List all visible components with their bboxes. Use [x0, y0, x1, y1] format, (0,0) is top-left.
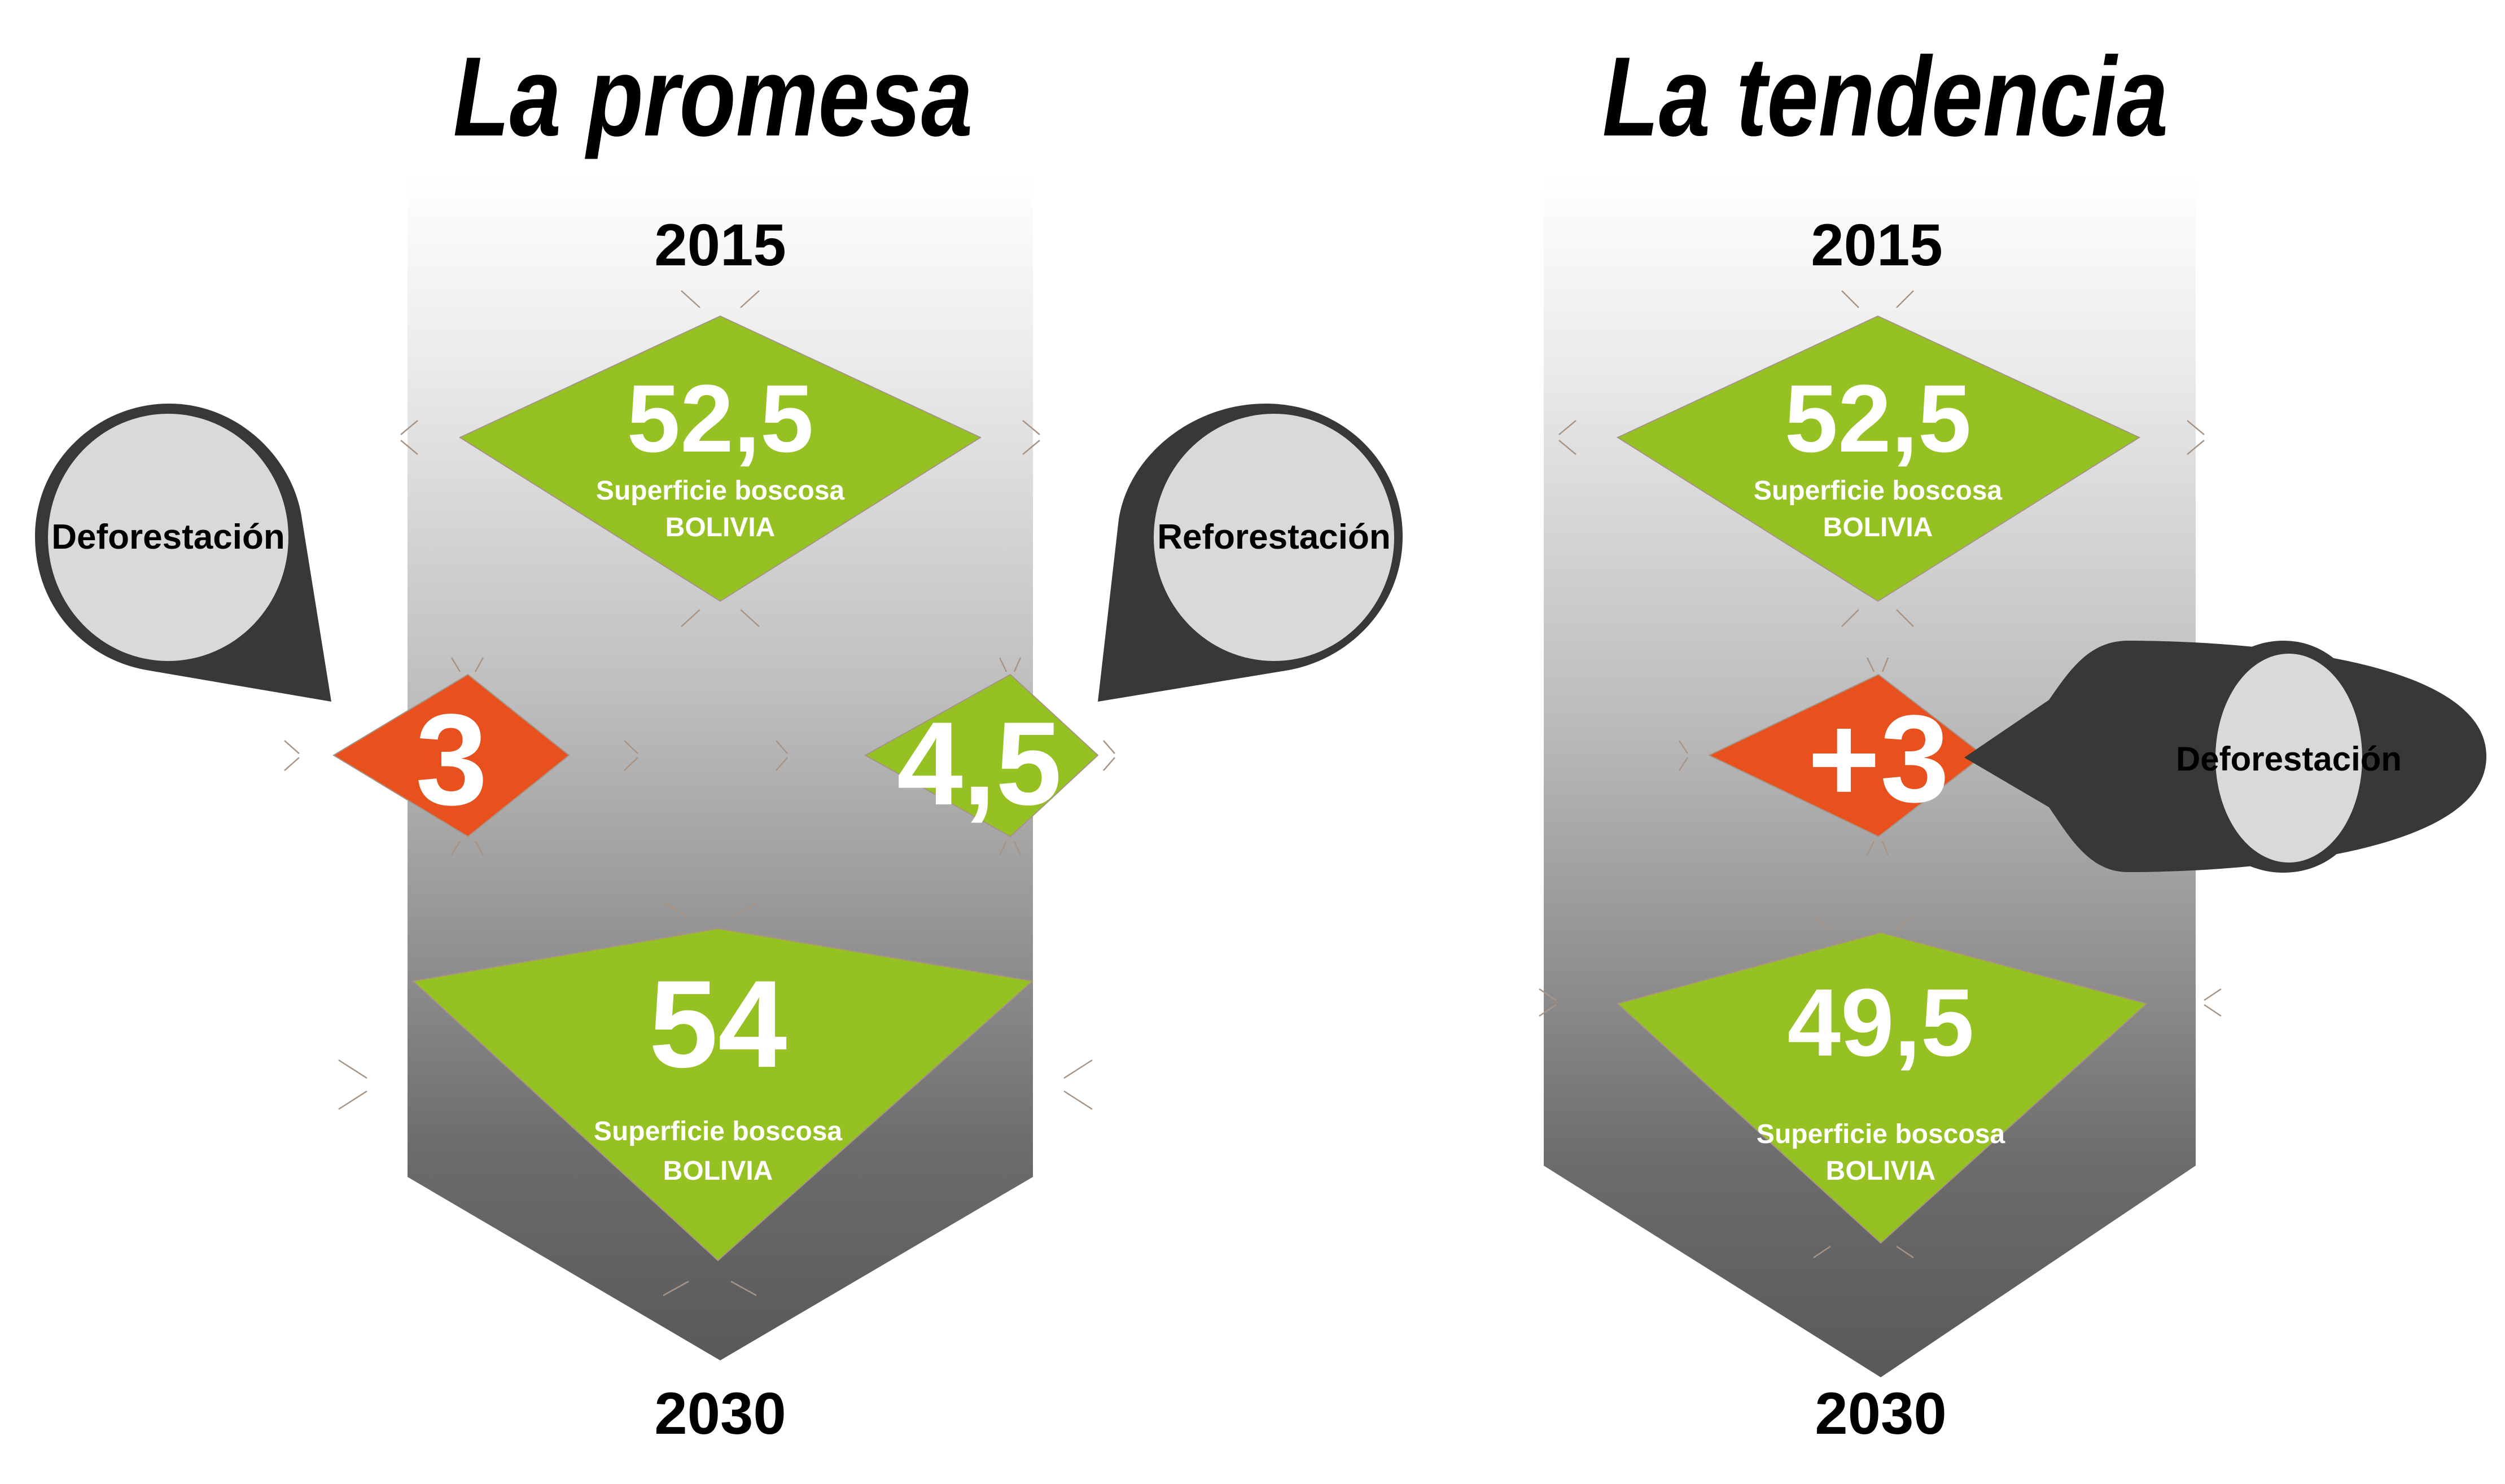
reforestation-label: Reforestación — [1157, 518, 1390, 557]
deforestation-callout: Deforestación — [35, 404, 331, 702]
promise-year-start: 2015 — [654, 212, 786, 278]
trend-deforestation-callout: Deforestación — [1964, 641, 2486, 873]
promise-start-diamond: 52,5 Superficie boscosa BOLIVIA — [400, 290, 1040, 627]
trend-deforestation-diamond: +3 — [1678, 657, 2033, 856]
promise-title: La promesa — [453, 33, 973, 159]
promise-end-country: BOLIVIA — [663, 1156, 773, 1186]
trend-start-value: 52,5 — [1785, 365, 1972, 472]
trend-deforestation-label: Deforestación — [2176, 740, 2402, 778]
trend-column: La tendencia 2015 52,5 Superficie boscos… — [1539, 33, 2486, 1447]
trend-title: La tendencia — [1602, 33, 2168, 159]
trend-deforestation-value: +3 — [1808, 689, 1950, 828]
promise-reforestation-value: 4,5 — [897, 697, 1062, 830]
promise-start-value: 52,5 — [627, 365, 814, 472]
promise-end-value: 54 — [649, 955, 787, 1093]
promise-column: La promesa 2015 52,5 Superficie boscosa … — [35, 33, 1403, 1447]
trend-end-country: BOLIVIA — [1826, 1156, 1936, 1186]
promise-year-end: 2030 — [654, 1381, 786, 1447]
trend-end-diamond: 49,5 Superficie boscosa BOLIVIA — [1539, 916, 2222, 1259]
trend-start-diamond: 52,5 Superficie boscosa BOLIVIA — [1558, 290, 2205, 627]
deforestation-label: Deforestación — [51, 518, 284, 557]
promise-end-label: Superficie boscosa — [594, 1117, 842, 1146]
trend-start-country: BOLIVIA — [1823, 513, 1933, 542]
promise-start-label: Superficie boscosa — [596, 476, 844, 506]
trend-year-end: 2030 — [1815, 1381, 1947, 1447]
promise-deforestation-diamond: 3 — [284, 657, 638, 856]
reforestation-callout: Reforestación — [1098, 404, 1403, 702]
promise-deforestation-value: 3 — [415, 687, 488, 832]
trend-end-value: 49,5 — [1788, 969, 1974, 1076]
trend-end-label: Superficie boscosa — [1757, 1119, 2005, 1149]
promise-start-country: BOLIVIA — [665, 513, 776, 542]
promise-end-diamond: 54 Superficie boscosa BOLIVIA — [338, 902, 1093, 1297]
trend-year-start: 2015 — [1811, 212, 1943, 278]
promise-reforestation-diamond: 4,5 — [776, 657, 1115, 856]
trend-start-label: Superficie boscosa — [1754, 476, 2002, 506]
